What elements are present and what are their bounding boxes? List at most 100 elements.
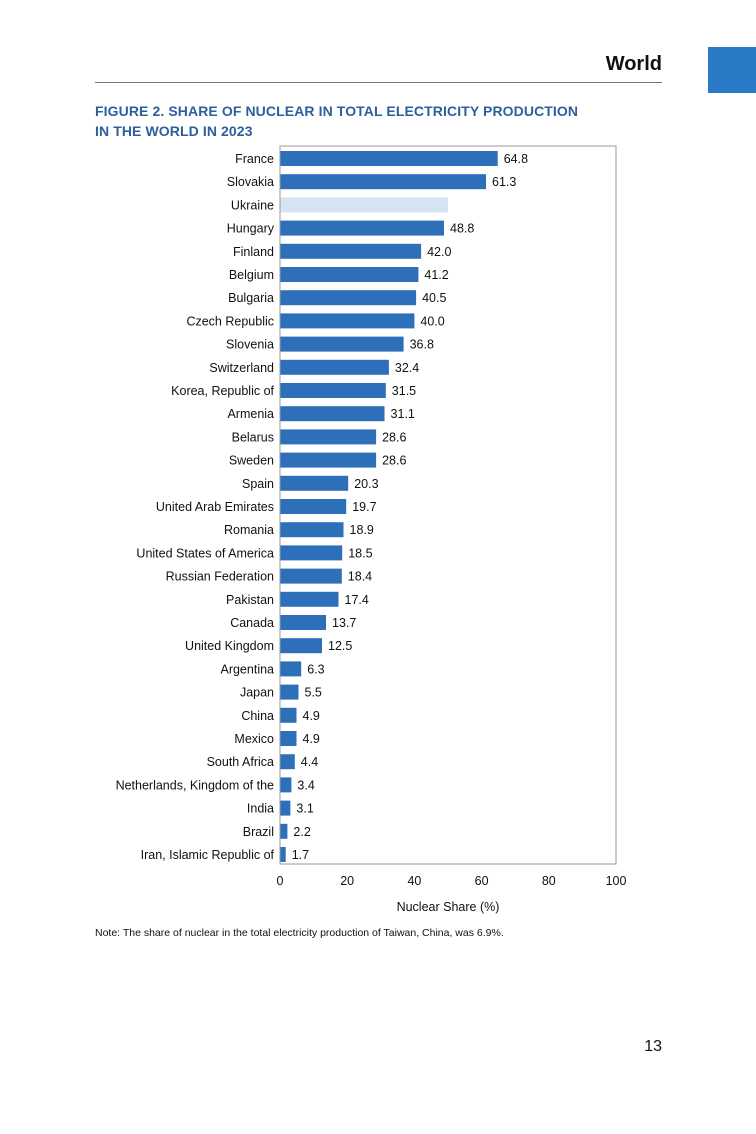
category-label: Belgium [229,268,274,282]
bar-india [280,800,291,816]
x-axis-title: Nuclear Share (%) [397,900,500,914]
data-label: 4.9 [303,709,320,723]
data-labels-layer: 64.8 61.3 48.8 42.0 41.2 40.5 40.0 36.8 32.4 31.5… [292,152,528,862]
category-label: Slovakia [227,175,274,189]
x-axis-layer: 0 20 40 60 80 100 [277,874,627,888]
category-label: Ukraine [231,198,274,212]
category-label: United Kingdom [185,639,274,653]
figure-title: FIGURE 2. SHARE OF NUCLEAR IN TOTAL ELEC… [95,101,615,141]
bar-slovakia [280,174,486,190]
data-label: 20.3 [354,477,378,491]
category-label: Sweden [229,454,274,468]
bar-hungary [280,220,444,236]
bar-united-kingdom [280,638,322,654]
category-label: Romania [224,523,274,537]
category-label: South Africa [207,755,274,769]
data-label: 40.5 [422,291,446,305]
category-label: Argentina [220,662,274,676]
category-label: United Arab Emirates [156,500,274,514]
data-label: 17.4 [345,593,369,607]
page-number: 13 [644,1038,662,1055]
bar-china [280,707,297,723]
bar-south-africa [280,754,295,770]
data-label: 18.9 [350,523,374,537]
bars-layer [280,151,498,862]
category-label: China [241,709,274,723]
data-label: 31.1 [391,407,415,421]
figure-note: Note: The share of nuclear in the total … [95,927,504,939]
category-label: Canada [230,616,274,630]
bar-united-arab-emirates [280,499,347,514]
bar-mexico [280,731,297,746]
category-label: Japan [240,686,274,700]
x-tick-label: 20 [340,874,354,888]
data-label: 13.7 [332,616,356,630]
data-label: 18.4 [348,570,372,584]
bar-korea-republic-of [280,383,386,398]
bar-romania [280,522,344,538]
bar-bulgaria [280,290,417,306]
bar-netherlands-kingdom-of-the [280,777,292,793]
data-label: 32.4 [395,361,419,375]
data-label: 28.6 [382,430,406,444]
category-label: France [235,152,274,166]
bar-armenia [280,406,385,422]
category-label: Brazil [243,825,274,839]
data-label: 3.4 [297,778,314,792]
bar-finland [280,243,422,259]
bar-russian-federation [280,568,342,584]
bar-switzerland [280,359,389,375]
category-label: Russian Federation [166,570,274,584]
data-label: 61.3 [492,175,516,189]
data-label: 41.2 [424,268,448,282]
data-label: 31.5 [392,384,416,398]
category-label: Czech Republic [186,314,274,328]
category-labels-layer: France Slovakia Ukraine Hungary Finland Belgi… [116,152,275,862]
category-label: Armenia [227,407,274,421]
bar-slovenia [280,336,404,352]
bar-sweden [280,452,377,468]
category-label: Pakistan [226,593,274,607]
bar-czech-republic [280,313,415,329]
bar-belgium [280,267,419,282]
data-label: 1.7 [292,848,309,862]
category-label: Bulgaria [228,291,274,305]
bar-belarus [280,429,377,445]
data-label: 3.1 [296,802,313,816]
x-tick-label: 0 [277,874,284,888]
section-title: World [605,53,662,75]
data-label: 40.0 [420,314,444,328]
bar-argentina [280,661,302,677]
category-label: Slovenia [226,338,274,352]
category-label: Hungary [227,222,275,236]
bar-united-states-of-america [280,545,343,561]
x-tick-label: 100 [606,874,627,888]
data-label: 19.7 [352,500,376,514]
figure-title-line2: IN THE WORLD IN 2023 [95,123,253,139]
figure-title-line1: FIGURE 2. SHARE OF NUCLEAR IN TOTAL ELEC… [95,103,579,119]
category-label: Korea, Republic of [171,384,274,398]
x-tick-label: 80 [542,874,556,888]
category-label: Mexico [234,732,274,746]
bar-ukraine [280,197,448,213]
section-tab-marker [708,47,756,93]
data-label: 12.5 [328,639,352,653]
category-label: Spain [242,477,274,491]
bar-canada [280,615,326,630]
bar-japan [280,684,299,700]
category-label: Belarus [232,430,274,444]
category-label: Switzerland [209,361,274,375]
data-label: 18.5 [348,546,372,560]
x-tick-label: 40 [407,874,421,888]
data-label: 28.6 [382,454,406,468]
category-label: Netherlands, Kingdom of the [116,778,274,792]
plot-frame [279,145,617,865]
bar-pakistan [280,591,339,607]
data-label: 2.2 [293,825,310,839]
category-label: Finland [233,245,274,259]
data-label: 36.8 [410,338,434,352]
data-label: 4.4 [301,755,318,769]
data-label: 64.8 [504,152,528,166]
data-label: 48.8 [450,222,474,236]
